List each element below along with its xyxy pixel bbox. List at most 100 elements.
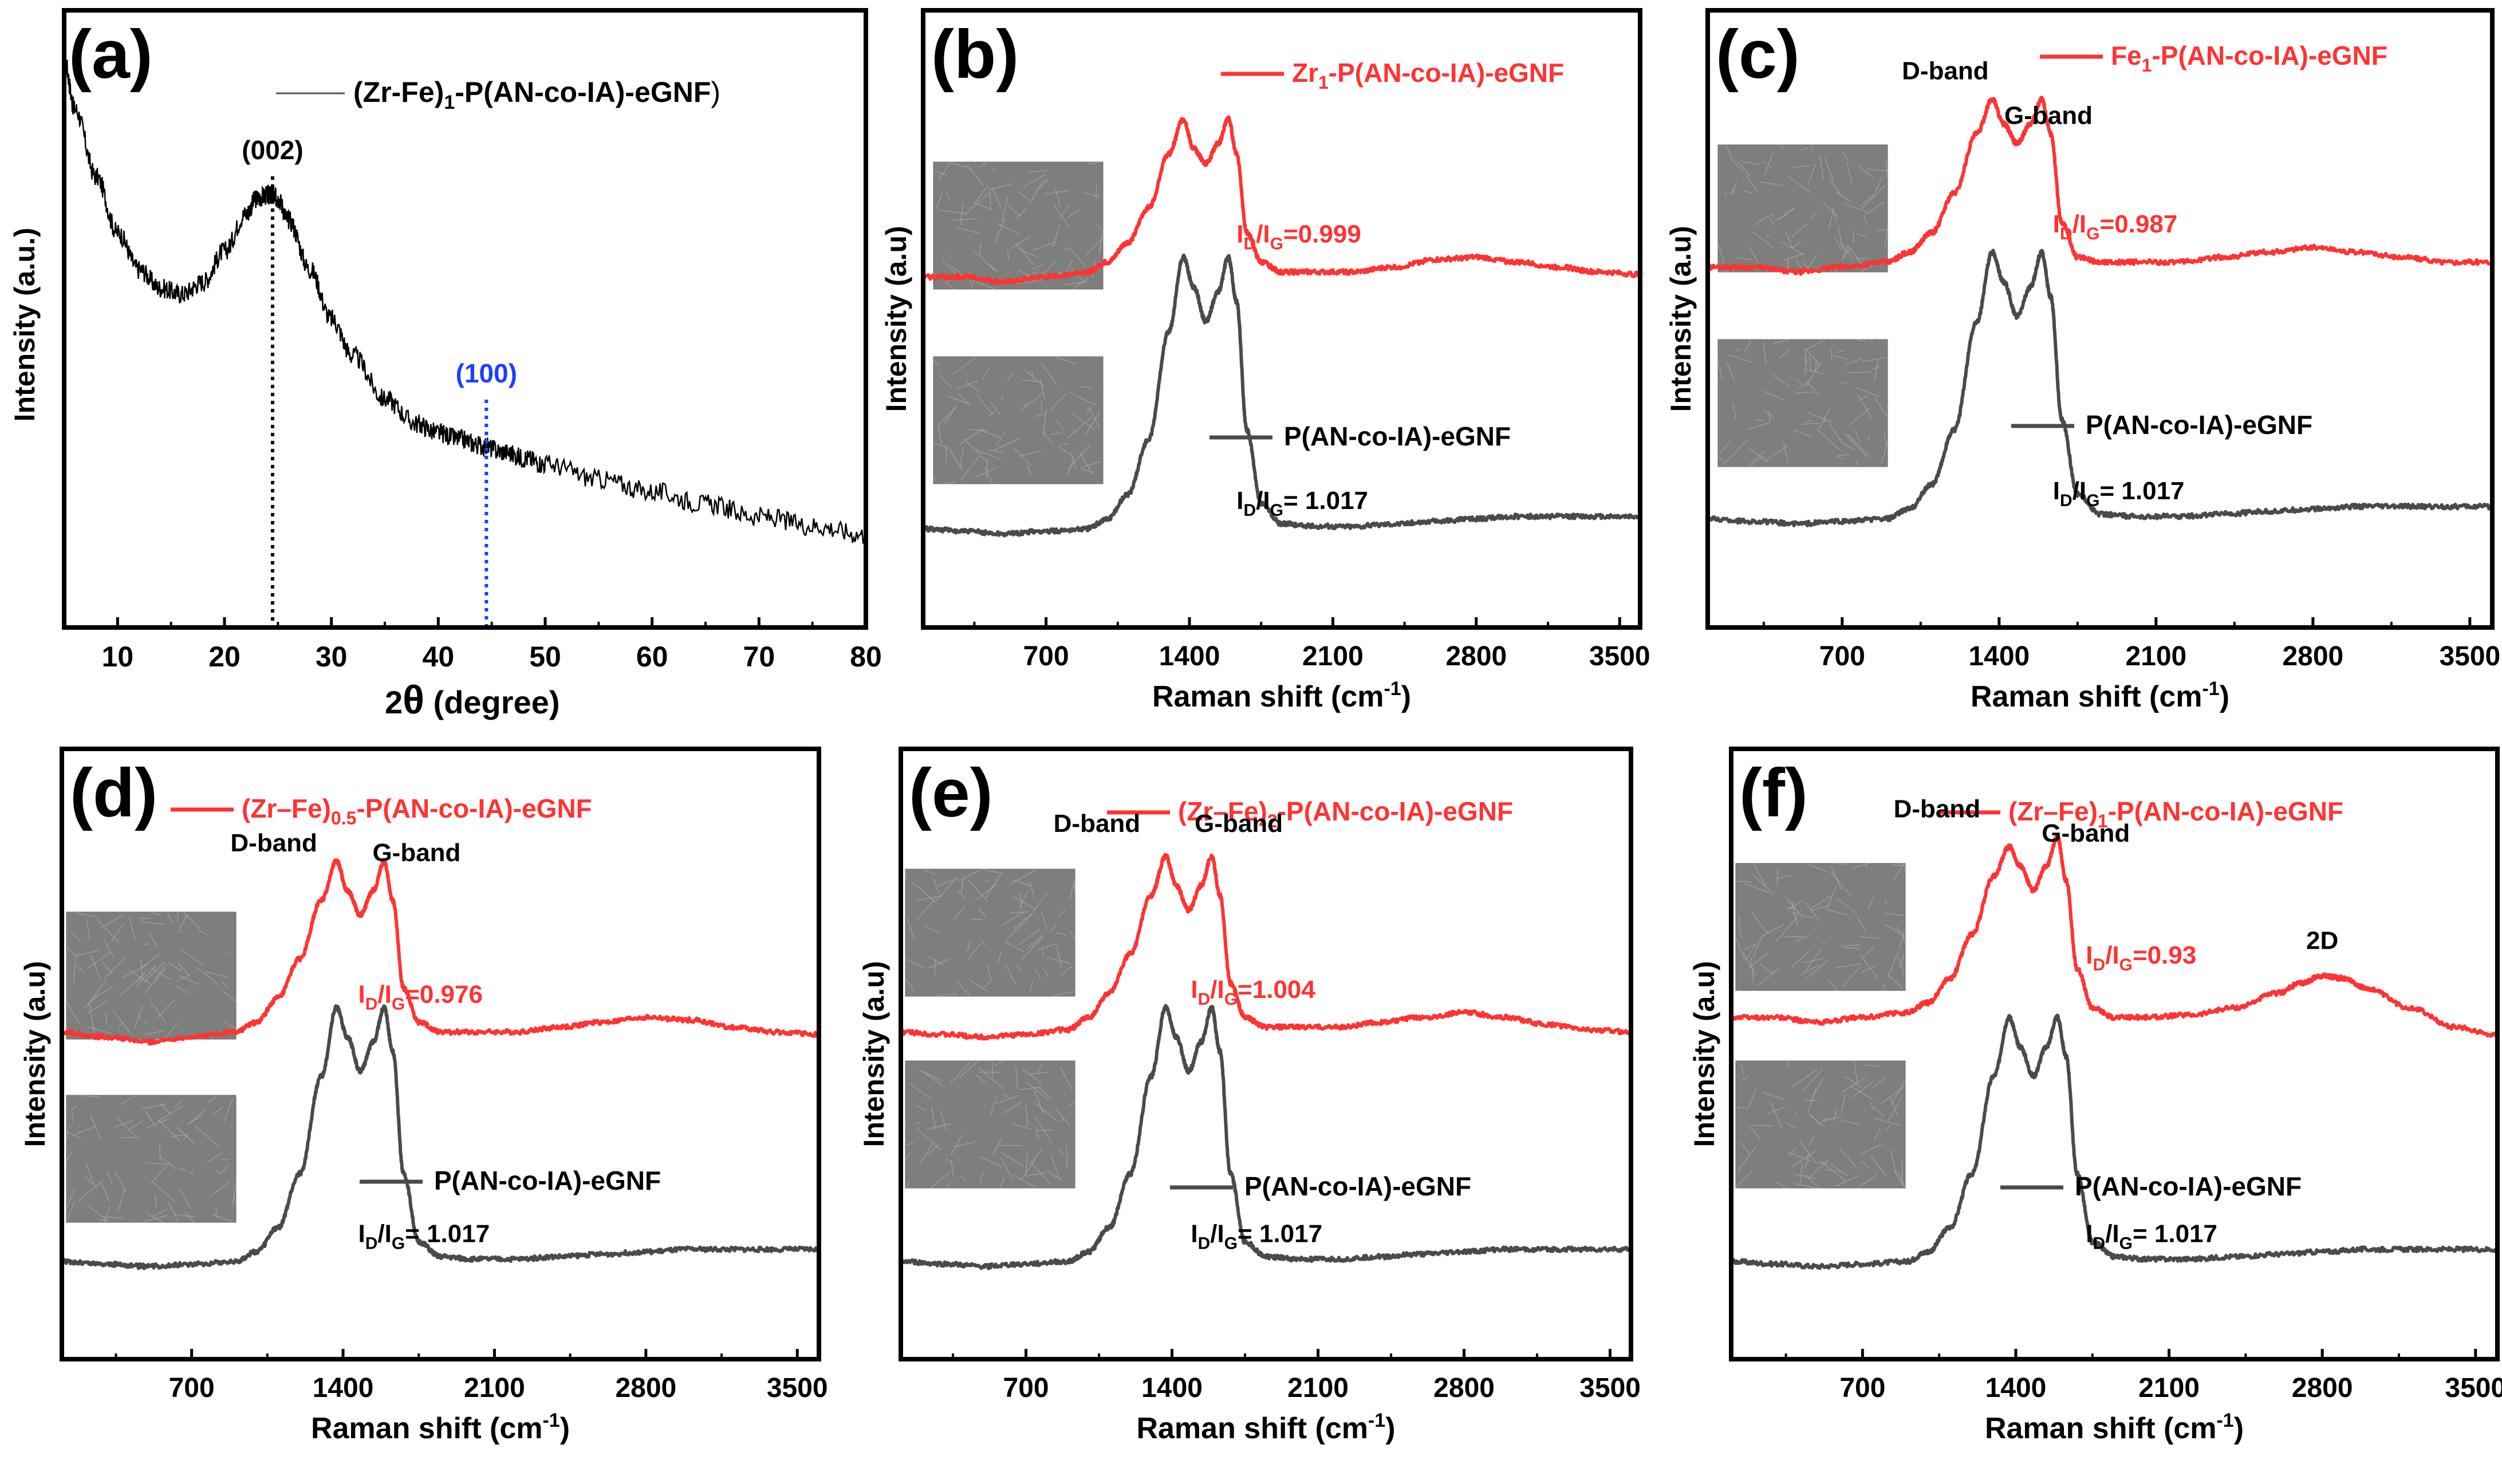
photo-fiber bbox=[1871, 366, 1881, 370]
photo-fiber bbox=[164, 1022, 179, 1040]
ratio-label: ID/IG=0.999 bbox=[1236, 220, 1361, 253]
photo-fiber bbox=[1773, 339, 1791, 344]
photo-fiber bbox=[914, 1122, 921, 1124]
legend-label: Fe1-P(AN-co-IA)-eGNF bbox=[2111, 41, 2387, 76]
photo-fiber bbox=[1829, 870, 1851, 896]
photo-fiber bbox=[1836, 963, 1861, 968]
ratio-i-d: I bbox=[1191, 976, 1197, 1004]
axes-frame bbox=[60, 747, 821, 1361]
legend-pristine: P(AN-co-IA)-eGNF bbox=[2000, 1171, 2302, 1201]
photo-fiber bbox=[1893, 1170, 1904, 1186]
series-line-modified bbox=[1729, 832, 2499, 1038]
photo-fiber bbox=[176, 961, 191, 977]
photo-fiber bbox=[1791, 1151, 1816, 1168]
photo-fiber bbox=[1748, 447, 1768, 463]
photo-fiber bbox=[1010, 870, 1036, 885]
photo-border bbox=[1735, 1060, 1906, 1189]
photo-fiber bbox=[1835, 453, 1849, 457]
ratio-sub-g: G bbox=[392, 1234, 405, 1253]
legend-pristine: P(AN-co-IA)-eGNF bbox=[360, 1166, 661, 1195]
photo-fiber bbox=[155, 964, 167, 979]
photo-fiber bbox=[974, 185, 988, 204]
inset-photo-modified bbox=[66, 911, 237, 1040]
photo-fiber bbox=[206, 1152, 223, 1163]
photo-fiber bbox=[205, 971, 230, 978]
photo-fiber bbox=[1888, 951, 1899, 977]
series-line-modified bbox=[900, 852, 1633, 1041]
photo-fiber bbox=[1020, 1086, 1042, 1091]
photo-fiber bbox=[1786, 1122, 1796, 1129]
x-tick-label: 700 bbox=[1023, 641, 1069, 672]
photo-fiber bbox=[1004, 963, 1016, 985]
photo-fiber bbox=[149, 933, 158, 948]
ratio-label: ID/IG= 1.017 bbox=[358, 1219, 490, 1253]
ratio-value: =0.999 bbox=[1283, 220, 1361, 248]
photo-fiber bbox=[1055, 418, 1065, 431]
photo-fiber bbox=[1037, 1086, 1052, 1099]
photo-fiber bbox=[1029, 169, 1047, 173]
photo-fiber bbox=[1002, 197, 1008, 222]
photo-fiber bbox=[933, 170, 948, 176]
photo-fiber bbox=[1835, 897, 1857, 914]
photo-fiber bbox=[1783, 253, 1805, 261]
photo-fiber bbox=[1844, 1075, 1863, 1089]
photo-fiber bbox=[1054, 204, 1069, 227]
photo-fiber bbox=[928, 956, 944, 966]
x-axis-label: Raman shift (cm-1) bbox=[1136, 1410, 1395, 1445]
photo-fiber bbox=[1735, 1170, 1752, 1189]
photo-fiber bbox=[927, 1144, 939, 1157]
photo-fiber bbox=[1770, 1103, 1783, 1129]
photo-fiber bbox=[925, 926, 940, 934]
ratio-sub-d: D bbox=[1244, 234, 1256, 253]
legend-label: P(AN-co-IA)-eGNF bbox=[2086, 410, 2312, 440]
photo-border bbox=[66, 1095, 237, 1223]
photo-fiber bbox=[178, 975, 200, 985]
x-axis-label-close: ) bbox=[2220, 680, 2229, 713]
photo-fiber bbox=[1063, 281, 1089, 286]
axes-frame bbox=[1705, 8, 2495, 630]
legend-label: Zr1-P(AN-co-IA)-eGNF bbox=[1292, 58, 1564, 93]
photo-fiber bbox=[152, 1208, 169, 1217]
photo-fiber bbox=[118, 1188, 125, 1210]
photo-fiber bbox=[989, 264, 998, 273]
photo-fiber bbox=[960, 877, 964, 895]
photo-fiber bbox=[933, 476, 937, 480]
legend-prefix: Zr bbox=[1292, 58, 1318, 88]
photo-fiber bbox=[1041, 911, 1048, 930]
photo-fiber bbox=[1735, 937, 1746, 960]
photo-fiber bbox=[912, 882, 937, 904]
photo-fiber bbox=[985, 873, 1002, 899]
photo-fiber bbox=[1792, 164, 1810, 168]
photo-fiber bbox=[1808, 1160, 1829, 1178]
photo-fiber bbox=[157, 1105, 184, 1122]
photo-fiber bbox=[906, 1142, 914, 1146]
photo-fiber bbox=[1840, 243, 1854, 260]
photo-fiber bbox=[1068, 1102, 1075, 1107]
photo-fiber bbox=[73, 1126, 96, 1136]
photo-fiber bbox=[1846, 162, 1853, 184]
x-axis-label: Raman shift (cm-1) bbox=[1971, 678, 2229, 713]
photo-fiber bbox=[1013, 447, 1033, 467]
photo-fiber bbox=[1015, 1066, 1018, 1090]
peak-label: (100) bbox=[456, 358, 517, 388]
photo-bg bbox=[1736, 863, 1905, 990]
photo-fiber bbox=[1811, 1078, 1824, 1099]
panel-label: (e) bbox=[909, 755, 993, 831]
photo-fiber bbox=[180, 949, 203, 965]
photo-fiber bbox=[154, 1195, 157, 1208]
photo-fiber bbox=[1720, 441, 1731, 453]
photo-fiber bbox=[1810, 905, 1830, 912]
photo-fiber bbox=[1808, 1114, 1825, 1127]
photo-fiber bbox=[1800, 1141, 1817, 1165]
photo-fiber bbox=[179, 1187, 192, 1209]
photo-fiber bbox=[1029, 980, 1034, 992]
photo-fiber bbox=[1744, 340, 1751, 353]
photo-fiber bbox=[1050, 393, 1067, 410]
photo-fiber bbox=[1884, 898, 1888, 904]
photo-fiber bbox=[1843, 432, 1869, 458]
photo-fiber bbox=[1025, 1151, 1029, 1177]
photo-fiber bbox=[1806, 959, 1830, 979]
photo-fiber bbox=[1847, 245, 1865, 267]
photo-fiber bbox=[1029, 881, 1034, 895]
photo-fiber bbox=[150, 1166, 167, 1185]
